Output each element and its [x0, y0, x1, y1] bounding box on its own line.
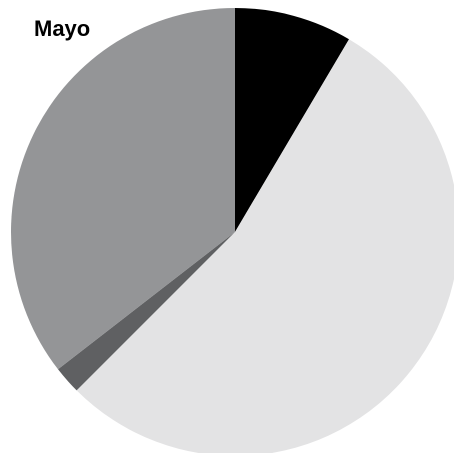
pie-slice	[76, 39, 454, 453]
pie	[11, 8, 454, 453]
pie-slice	[235, 8, 350, 232]
pie-slice	[11, 8, 236, 370]
pie-slice	[58, 232, 235, 391]
chart-title: Mayo	[34, 16, 90, 41]
